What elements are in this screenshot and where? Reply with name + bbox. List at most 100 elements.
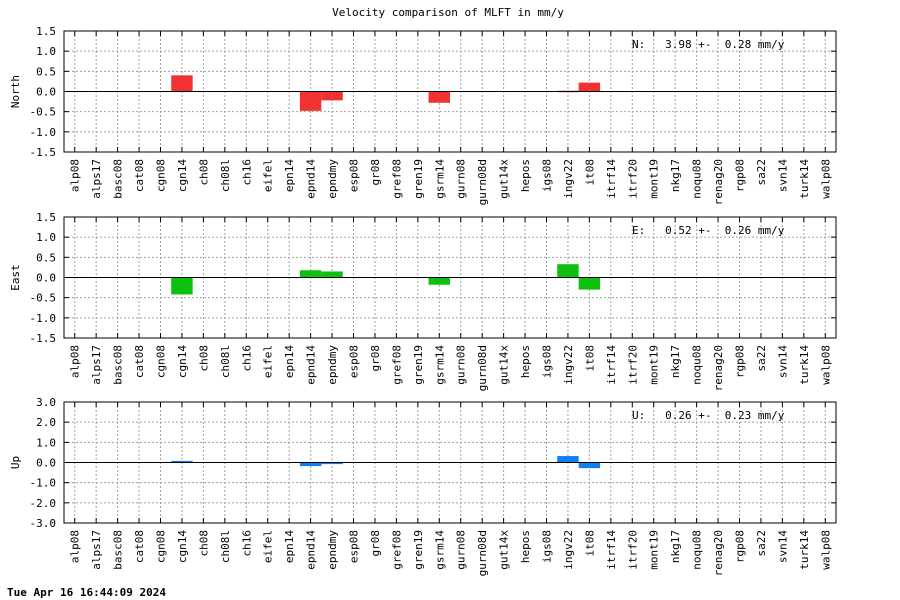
- y-tick-label: -1.0: [30, 477, 57, 490]
- y-tick-label: 0.5: [36, 251, 56, 264]
- bar-gsrm14: [428, 277, 450, 285]
- x-tick-label: gr08: [369, 159, 382, 186]
- y-tick-label: 3.0: [36, 396, 56, 409]
- x-tick-label: ch08l: [219, 530, 232, 563]
- bar-ingv22: [557, 264, 579, 278]
- x-tick-label: cgn14: [176, 159, 189, 192]
- x-tick-label: gr08: [369, 530, 382, 557]
- y-axis-label: East: [9, 264, 22, 291]
- x-tick-label: sa22: [755, 159, 768, 186]
- x-tick-label: basc08: [112, 345, 125, 385]
- y-tick-label: 1.0: [36, 231, 56, 244]
- x-tick-label: nkg17: [669, 345, 682, 378]
- x-tick-label: noqu08: [691, 345, 704, 385]
- y-tick-label: -1.0: [30, 126, 57, 139]
- x-tick-label: gren19: [412, 345, 425, 385]
- x-tick-label: ch16: [240, 159, 253, 186]
- x-tick-label: epnd14: [305, 345, 318, 385]
- x-tick-label: ch08l: [219, 159, 232, 192]
- x-tick-label: itrf14: [605, 345, 618, 385]
- x-tick-label: esp08: [348, 530, 361, 563]
- y-tick-label: 1.0: [36, 436, 56, 449]
- x-tick-label: ch08: [197, 530, 210, 557]
- x-tick-label: cgn08: [155, 530, 168, 563]
- x-tick-label: gren19: [412, 159, 425, 199]
- x-tick-label: gren19: [412, 530, 425, 570]
- x-tick-label: svn14: [776, 530, 789, 563]
- x-tick-label: epn14: [283, 159, 296, 192]
- y-tick-label: 0.0: [36, 457, 56, 470]
- bar-it08: [578, 82, 601, 92]
- y-tick-label: -3.0: [30, 517, 57, 530]
- x-tick-label: gsrm14: [433, 345, 446, 385]
- x-tick-label: alp08: [69, 530, 82, 563]
- x-tick-label: cgn08: [155, 159, 168, 192]
- x-tick-label: gurn08: [455, 159, 468, 199]
- y-axis-label: North: [9, 75, 22, 108]
- x-tick-label: svn14: [776, 345, 789, 378]
- x-tick-label: basc08: [112, 159, 125, 199]
- bar-it08: [578, 277, 601, 290]
- x-tick-label: gurn08: [455, 345, 468, 385]
- y-axis-label: Up: [9, 456, 22, 469]
- bar-epnd14: [299, 270, 322, 278]
- panel-up: 3.0 2.0 1.0 0.0 -1.0 -2.0 -3.0 alp08 alps17 basc0…: [9, 396, 837, 576]
- x-tick-label: epn14: [283, 345, 296, 378]
- x-tick-label: igs08: [541, 345, 554, 378]
- x-tick-label: epndmy: [326, 159, 339, 199]
- x-tick-label: svn14: [776, 159, 789, 192]
- x-tick-label: hepos: [519, 159, 532, 192]
- bar-epndmy: [321, 462, 343, 465]
- x-tick-label: walp08: [819, 530, 832, 570]
- x-tick-label: eifel: [262, 530, 275, 563]
- x-tick-label: ingv22: [562, 159, 575, 199]
- y-tick-label: 0.0: [36, 86, 56, 99]
- bar-ingv22: [557, 456, 579, 463]
- x-tick-label: walp08: [819, 345, 832, 385]
- x-tick-label: alp08: [69, 159, 82, 192]
- x-tick-label: igs08: [541, 530, 554, 563]
- x-tick-label: gurn08: [455, 530, 468, 570]
- x-tick-label: turk14: [798, 159, 811, 199]
- x-tick-label: ingv22: [562, 530, 575, 570]
- x-tick-label: mont19: [648, 159, 661, 199]
- x-tick-label: epndmy: [326, 530, 339, 570]
- x-tick-label: ch08: [197, 345, 210, 372]
- x-tick-label: cat08: [133, 345, 146, 378]
- x-tick-label: nkg17: [669, 530, 682, 563]
- x-tick-label: gurn08d: [476, 159, 489, 205]
- x-tick-label: gr08: [369, 345, 382, 372]
- x-tick-label: itrf20: [626, 159, 639, 199]
- x-tick-label: eifel: [262, 159, 275, 192]
- y-tick-label: 1.5: [36, 211, 56, 224]
- bar-epnd14: [299, 91, 322, 111]
- bar-epnd14: [299, 462, 322, 467]
- x-tick-label: alps17: [90, 345, 103, 385]
- y-tick-label: 1.5: [36, 25, 56, 38]
- y-tick-label: -1.5: [30, 146, 57, 159]
- x-tick-label: igs08: [541, 159, 554, 192]
- bar-cgn14: [171, 277, 193, 295]
- velocity-annotation: U: 0.26 +- 0.23 mm/y: [632, 409, 785, 422]
- y-tick-label: -1.5: [30, 332, 57, 345]
- x-tick-label: gref08: [390, 530, 403, 570]
- panel-east: 1.5 1.0 0.5 0.0 -0.5 -1.0 -1.5 alp08 alps17 basc0…: [9, 211, 837, 391]
- x-tick-label: esp08: [348, 159, 361, 192]
- x-tick-label: ch16: [240, 345, 253, 372]
- x-tick-label: ch08: [197, 159, 210, 186]
- x-tick-label: nkg17: [669, 159, 682, 192]
- y-tick-label: -2.0: [30, 497, 57, 510]
- x-tick-label: renag20: [712, 530, 725, 576]
- x-tick-label: hepos: [519, 530, 532, 563]
- x-tick-label: itrf20: [626, 530, 639, 570]
- x-tick-label: epndmy: [326, 345, 339, 385]
- bar-cgn14: [171, 75, 193, 92]
- x-tick-label: esp08: [348, 345, 361, 378]
- x-tick-label: cgn14: [176, 530, 189, 563]
- x-tick-label: turk14: [798, 345, 811, 385]
- x-tick-label: ch16: [240, 530, 253, 557]
- x-tick-label: eifel: [262, 345, 275, 378]
- x-tick-label: itrf20: [626, 345, 639, 385]
- x-tick-label: gut14x: [498, 345, 511, 385]
